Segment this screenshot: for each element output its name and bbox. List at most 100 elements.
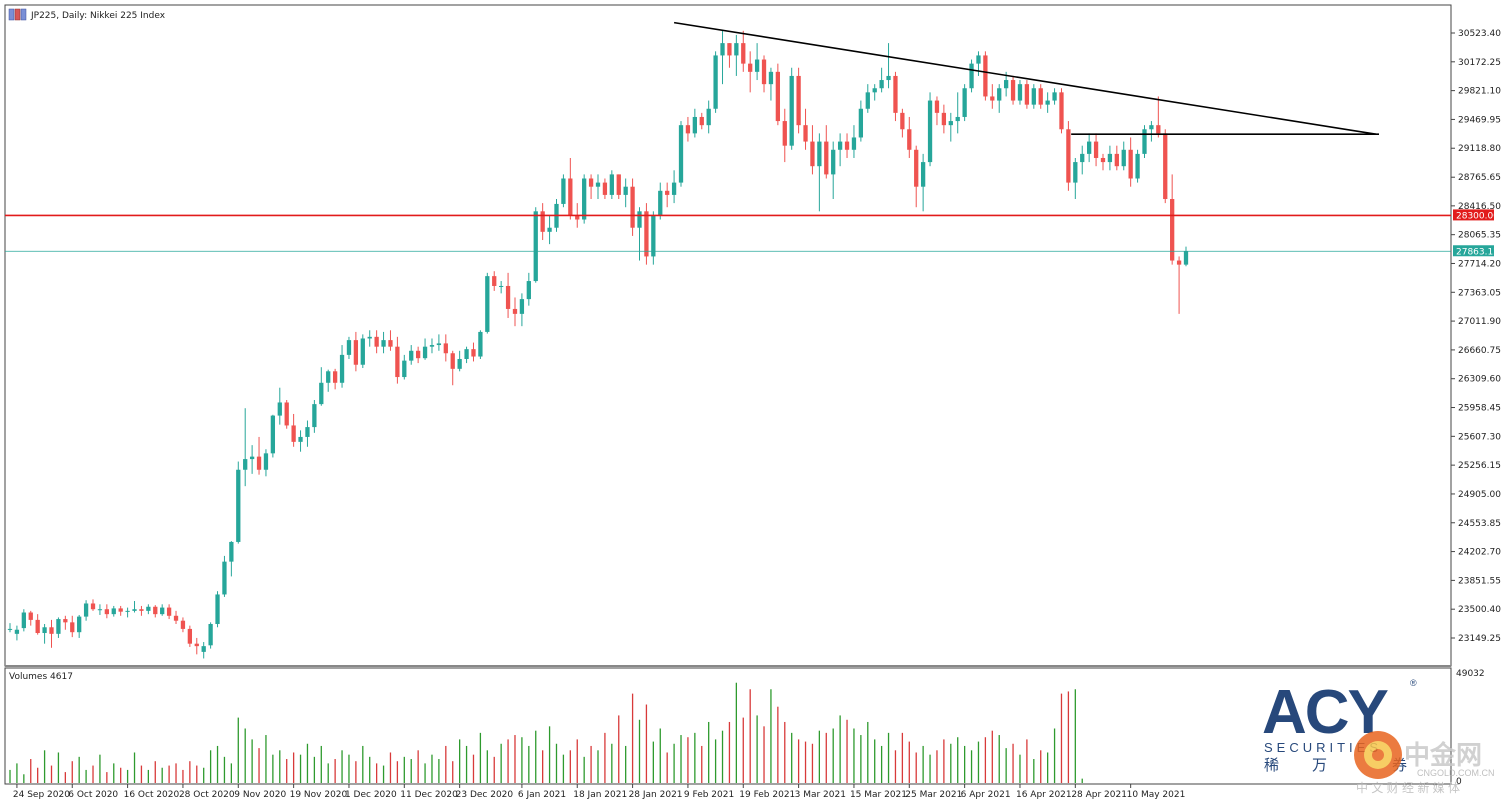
candle-body (436, 343, 442, 346)
x-tick-label: 28 Jan 2021 (629, 790, 683, 800)
candle-body (1170, 199, 1175, 261)
candle-body (104, 609, 109, 615)
candle-body (706, 108, 711, 126)
candle-body (1003, 80, 1009, 89)
candle-body (187, 628, 193, 644)
candle-body (844, 141, 850, 150)
y-tick-label: 30523.40 (1458, 29, 1501, 39)
registered-mark-icon: ® (1410, 678, 1417, 688)
y-tick-label: 26660.75 (1458, 346, 1501, 356)
candle-body (1100, 157, 1106, 163)
candle-body (1017, 84, 1023, 101)
candle-body (90, 603, 96, 610)
candle-body (644, 211, 649, 257)
candle-body (609, 174, 614, 195)
acy-cn-1: 稀 (1264, 757, 1279, 774)
candles (7, 30, 1189, 659)
x-tick-label: 16 Oct 2020 (124, 790, 180, 800)
candle-body (63, 619, 68, 623)
candle-body (298, 436, 303, 442)
x-tick-label: 6 Apr 2021 (961, 790, 1011, 800)
candle-body (692, 116, 697, 134)
candle-body (782, 121, 787, 146)
candle-body (748, 63, 753, 72)
overlays (5, 21, 1451, 252)
candle-body (1176, 260, 1182, 265)
candle-body (1114, 153, 1119, 167)
candle-body (658, 190, 663, 216)
candle-body (1045, 100, 1050, 105)
candle-body (14, 629, 20, 634)
volume-bars (9, 682, 1083, 783)
candle-body (201, 646, 206, 652)
chart-window-icon-3 (20, 8, 27, 21)
x-tick-label: 10 May 2021 (1127, 790, 1186, 800)
candle-body (575, 215, 580, 220)
candle-body (582, 178, 587, 220)
y-tick-label: 24905.00 (1458, 490, 1501, 500)
symbol-header: JP225, Daily: Nikkei 225 Index (8, 8, 166, 21)
x-tick-label: 25 Mar 2021 (905, 790, 962, 800)
candle-body (139, 609, 144, 611)
candle-body (630, 186, 635, 228)
candle-body (588, 178, 594, 187)
candle-body (512, 308, 518, 314)
candle-body (28, 612, 33, 620)
chart-window-icon (8, 8, 15, 21)
descending-trendline (673, 21, 1377, 135)
x-tick-label: 3 Mar 2021 (795, 790, 846, 800)
y-tick-label: 27363.05 (1458, 288, 1501, 298)
y-tick-label: 25958.45 (1458, 404, 1501, 414)
candle-body (346, 340, 352, 355)
volume-label: Volumes 4617 (9, 672, 73, 682)
candle-body (56, 619, 61, 634)
candle-body (97, 609, 103, 611)
candle-body (229, 541, 234, 562)
candle-body (934, 100, 940, 113)
candle-body (976, 55, 981, 64)
candle-body (305, 427, 310, 437)
candle-body (678, 125, 684, 183)
y-tick-label: 23149.25 (1458, 634, 1501, 644)
candle-body (132, 609, 137, 611)
candle-body (291, 425, 296, 442)
candle-body (540, 211, 545, 232)
candle-body (395, 346, 400, 378)
candle-body (907, 129, 912, 150)
candle-body (983, 55, 988, 97)
chart-window-icon-2 (14, 8, 21, 21)
y-tick-label: 30172.25 (1458, 58, 1501, 68)
candle-body (602, 182, 608, 195)
y-tick-label: 29821.10 (1458, 87, 1501, 97)
candle-body (243, 459, 248, 470)
y-tick-label: 23851.55 (1458, 576, 1501, 586)
candle-body (402, 360, 407, 378)
y-tick-label: 24202.70 (1458, 548, 1501, 558)
candle-body (1038, 88, 1043, 105)
candle-body (665, 190, 670, 195)
cngold-watermark: 中金网 CNGOLD.COM.CN 中 文 财 经 新 媒 体 (1354, 731, 1495, 795)
candle-body (505, 285, 511, 309)
candle-body (118, 608, 123, 612)
acy-subtitle: SECURITIES (1264, 740, 1382, 755)
x-tick-label: 1 Dec 2020 (345, 790, 397, 800)
candle-body (263, 453, 269, 470)
candle-body (457, 358, 462, 369)
candle-body (492, 276, 497, 286)
candle-body (893, 75, 898, 113)
y-axis: 30523.40 30172.25 29821.10 29469.95 29118.80… (1451, 29, 1501, 644)
x-tick-label: 16 Apr 2021 (1016, 790, 1072, 800)
candle-body (754, 59, 760, 72)
candle-body (270, 415, 276, 454)
candle-body (1066, 129, 1071, 183)
candle-body (817, 141, 822, 167)
candle-body (326, 371, 331, 383)
candle-body (761, 59, 767, 85)
candle-body (990, 96, 995, 101)
candle-body (153, 606, 158, 615)
candle-body (485, 276, 490, 332)
candle-body (422, 346, 428, 359)
candle-body (7, 628, 13, 630)
candle-body (872, 88, 877, 93)
candle-body (851, 137, 857, 150)
